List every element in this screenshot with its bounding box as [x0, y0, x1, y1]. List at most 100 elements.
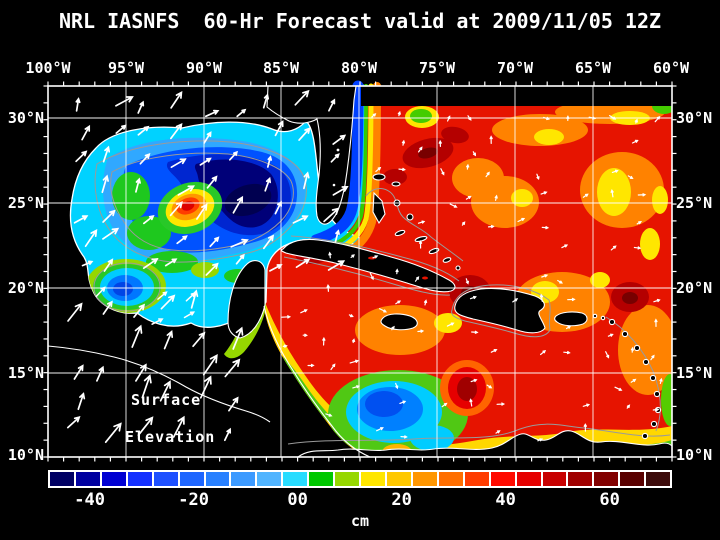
current-vector-arrow [235, 253, 245, 265]
colorbar-cell [361, 472, 385, 486]
current-vector-arrow [104, 422, 122, 444]
current-vector-arrow [605, 351, 610, 359]
current-vector-arrow [494, 194, 498, 201]
current-vector-arrow [330, 363, 336, 371]
current-vector-arrow [417, 329, 425, 333]
colorbar-tick-label: 40 [495, 490, 516, 510]
current-vector-arrow [176, 235, 188, 245]
current-vector-arrow [395, 300, 402, 305]
current-vector-arrow [95, 286, 106, 298]
current-vector-arrow [561, 244, 569, 249]
colorbar-cell [127, 472, 152, 486]
current-vector-arrow [264, 176, 272, 192]
lat-label: 20°N [676, 279, 713, 297]
lon-label: 75°W [418, 59, 456, 77]
current-vector-arrow [115, 124, 127, 134]
current-vector-arrow [626, 404, 631, 409]
current-vector-arrow [418, 146, 423, 153]
current-vector-arrow [115, 96, 134, 107]
current-vector-arrow [583, 423, 587, 432]
current-vector-arrow [323, 207, 340, 223]
colorbar-cell [646, 472, 671, 486]
current-vector-arrow [75, 97, 81, 112]
current-vector-arrow [159, 380, 171, 402]
current-vector-arrow [654, 318, 658, 327]
current-vector-arrow [262, 234, 275, 250]
current-vector-arrow [131, 324, 143, 348]
current-vector-arrow [103, 258, 114, 272]
current-vector-arrow [327, 260, 346, 271]
current-vector-arrow [630, 346, 635, 353]
current-vector-arrow [607, 333, 614, 337]
current-vector-arrow [67, 302, 83, 322]
current-vector-arrow [490, 349, 498, 353]
current-vector-arrow [398, 167, 406, 172]
current-vector-arrow [172, 415, 185, 438]
grid-lines [48, 86, 672, 457]
current-vector-arrow [449, 203, 458, 208]
current-vector-arrow [236, 108, 247, 118]
current-vector-arrow [223, 427, 232, 442]
colorbar-unit-label: cm [350, 512, 370, 530]
current-vector-arrow [349, 359, 360, 364]
current-vector-arrow [169, 201, 183, 217]
current-vector-arrow [206, 175, 218, 189]
colorbar-cell [283, 472, 308, 486]
current-vector-arrow [376, 427, 384, 432]
current-vector-arrow [192, 331, 206, 348]
current-vector-arrow [137, 125, 150, 136]
current-vector-arrow [352, 385, 361, 389]
colorbar-tick-label: 60 [599, 490, 620, 510]
current-vector-arrow [654, 115, 661, 123]
current-vector-arrow [470, 378, 478, 383]
current-vector-arrow [397, 110, 401, 117]
current-vector-arrow [372, 255, 379, 259]
lat-label: 25°N [7, 194, 44, 212]
current-vector-arrow [485, 171, 490, 178]
current-vector-arrow [102, 145, 111, 163]
bahamas-islands [372, 173, 461, 271]
current-vector-arrow [540, 191, 548, 195]
current-vector-arrow [84, 229, 98, 248]
current-vector-arrow [196, 203, 208, 220]
current-vector-arrow [634, 118, 638, 124]
florida-front [310, 80, 381, 263]
lon-label: 65°W [574, 59, 612, 77]
lat-label: 30°N [7, 109, 44, 127]
current-vector-arrow [350, 254, 355, 258]
current-vector-arrow [391, 325, 395, 331]
current-vector-arrow [232, 195, 244, 214]
current-vector-arrow [472, 151, 477, 157]
current-vector-arrow [466, 163, 470, 170]
current-vector-arrow [204, 109, 220, 118]
current-vector-arrow [467, 115, 472, 121]
current-vector-arrow [170, 91, 183, 109]
current-vector-arrow [274, 120, 284, 137]
yucatan-land [227, 260, 266, 339]
colorbar-cell [412, 472, 437, 486]
current-vector-arrow [487, 224, 495, 229]
current-vector-arrow [614, 386, 623, 391]
current-vector-arrow [73, 364, 84, 380]
current-vector-arrow [582, 193, 589, 198]
current-vector-arrow [190, 289, 199, 309]
current-vector-arrow [232, 326, 244, 350]
current-vector-arrow [96, 365, 105, 382]
colorbar [48, 470, 672, 488]
current-vectors [66, 89, 663, 444]
current-vector-arrow [133, 303, 146, 318]
puerto-rico-land [554, 311, 588, 327]
current-vector-arrow [557, 279, 563, 284]
lat-label: 15°N [676, 364, 713, 382]
current-vector-arrow [322, 336, 326, 346]
current-vector-arrow [543, 116, 550, 121]
current-vector-arrow [139, 153, 151, 165]
current-vector-arrow [418, 240, 423, 249]
colorbar-cell [231, 472, 256, 486]
mexico-pacific-coastline [47, 345, 271, 423]
current-vector-arrow [328, 98, 336, 112]
colorbar-cell [386, 472, 411, 486]
current-vector-arrow [465, 195, 472, 200]
jamaica-land [380, 313, 418, 331]
